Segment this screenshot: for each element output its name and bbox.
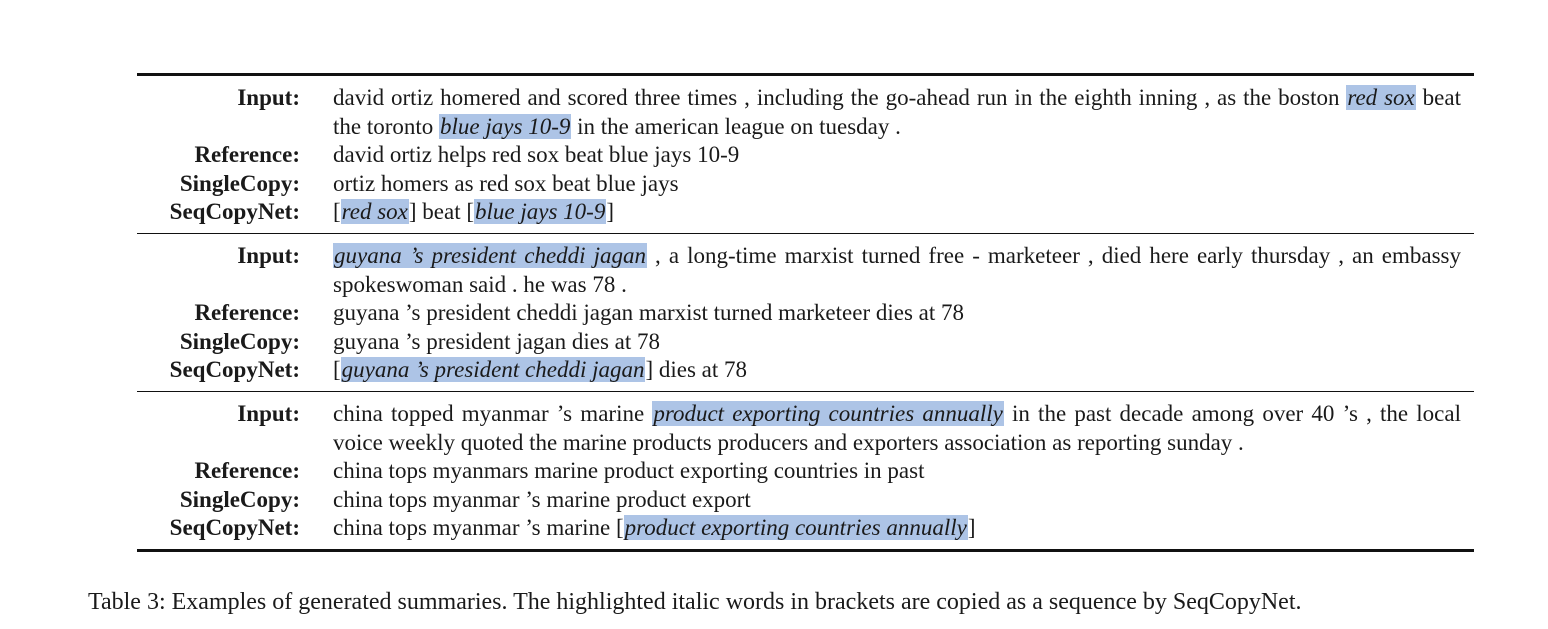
reference-text: china tops myanmars marine product expor…: [333, 458, 925, 484]
table-caption: Table 3: Examples of generated summaries…: [88, 589, 1302, 615]
singlecopy-label: SingleCopy:: [179, 170, 300, 196]
reference-row: Reference: david ortiz helps red sox bea…: [137, 141, 1474, 170]
copied-sequence-highlight: product exporting countries annually: [652, 400, 1004, 426]
singlecopy-text: ortiz homers as red sox beat blue jays: [333, 170, 679, 196]
reference-label: Reference:: [194, 142, 300, 168]
summary-examples-table: Input: david ortiz homered and scored th…: [137, 73, 1474, 552]
copied-sequence-highlight: red sox: [340, 199, 409, 225]
group-divider: [137, 390, 1474, 392]
input-label: Input:: [237, 400, 300, 426]
singlecopy-row: SingleCopy: guyana ’s president jagan di…: [137, 328, 1474, 357]
singlecopy-label: SingleCopy:: [179, 486, 300, 512]
reference-text: guyana ’s president cheddi jagan marxist…: [333, 300, 965, 326]
singlecopy-row: SingleCopy: ortiz homers as red sox beat…: [137, 170, 1474, 199]
seqcopynet-label: SeqCopyNet:: [169, 515, 300, 541]
seqcopynet-label: SeqCopyNet:: [169, 357, 300, 383]
seqcopynet-row: SeqCopyNet: [guyana ’s president cheddi …: [137, 356, 1474, 385]
reference-label: Reference:: [194, 458, 300, 484]
input-text: david ortiz homered and scored three tim…: [333, 85, 1461, 139]
seqcopynet-row: SeqCopyNet: china tops myanmar ’s marine…: [137, 514, 1474, 543]
singlecopy-text: china tops myanmar ’s marine product exp…: [333, 486, 751, 512]
input-text: china topped myanmar ’s marine product e…: [333, 400, 1461, 455]
copied-sequence-highlight: guyana ’s president cheddi jagan: [340, 357, 646, 383]
reference-row: Reference: china tops myanmars marine pr…: [137, 457, 1474, 486]
copied-sequence-highlight: red sox: [1346, 85, 1416, 110]
copied-sequence-highlight: blue jays 10-9: [439, 113, 572, 139]
input-row: Input: david ortiz homered and scored th…: [137, 84, 1474, 141]
input-row: Input: china topped myanmar ’s marine pr…: [137, 400, 1474, 457]
singlecopy-text: guyana ’s president jagan dies at 78: [333, 328, 661, 354]
example-group-1: Input: david ortiz homered and scored th…: [137, 76, 1474, 233]
bottom-rule: [137, 548, 1474, 552]
seqcopynet-text: [guyana ’s president cheddi jagan] dies …: [333, 357, 748, 383]
reference-text: david ortiz helps red sox beat blue jays…: [333, 142, 740, 168]
top-rule: [137, 73, 1474, 76]
seqcopynet-text: [red sox] beat [blue jays 10-9]: [333, 199, 615, 225]
input-row: Input: guyana ’s president cheddi jagan …: [137, 242, 1474, 299]
group-divider: [137, 232, 1474, 234]
seqcopynet-text: china tops myanmar ’s marine [product ex…: [333, 515, 976, 541]
copied-sequence-highlight: blue jays 10-9: [474, 199, 607, 225]
example-group-3: Input: china topped myanmar ’s marine pr…: [137, 392, 1474, 549]
reference-row: Reference: guyana ’s president cheddi ja…: [137, 299, 1474, 328]
input-text: guyana ’s president cheddi jagan , a lon…: [333, 242, 1462, 297]
seqcopynet-row: SeqCopyNet: [red sox] beat [blue jays 10…: [137, 198, 1474, 227]
singlecopy-row: SingleCopy: china tops myanmar ’s marine…: [137, 486, 1474, 515]
input-label: Input:: [237, 85, 300, 110]
example-group-2: Input: guyana ’s president cheddi jagan …: [137, 234, 1474, 391]
reference-label: Reference:: [194, 300, 300, 326]
copied-sequence-highlight: guyana ’s president cheddi jagan: [333, 242, 647, 268]
singlecopy-label: SingleCopy:: [179, 328, 300, 354]
input-label: Input:: [237, 242, 300, 268]
copied-sequence-highlight: product exporting countries annually: [623, 515, 968, 541]
seqcopynet-label: SeqCopyNet:: [169, 199, 300, 225]
